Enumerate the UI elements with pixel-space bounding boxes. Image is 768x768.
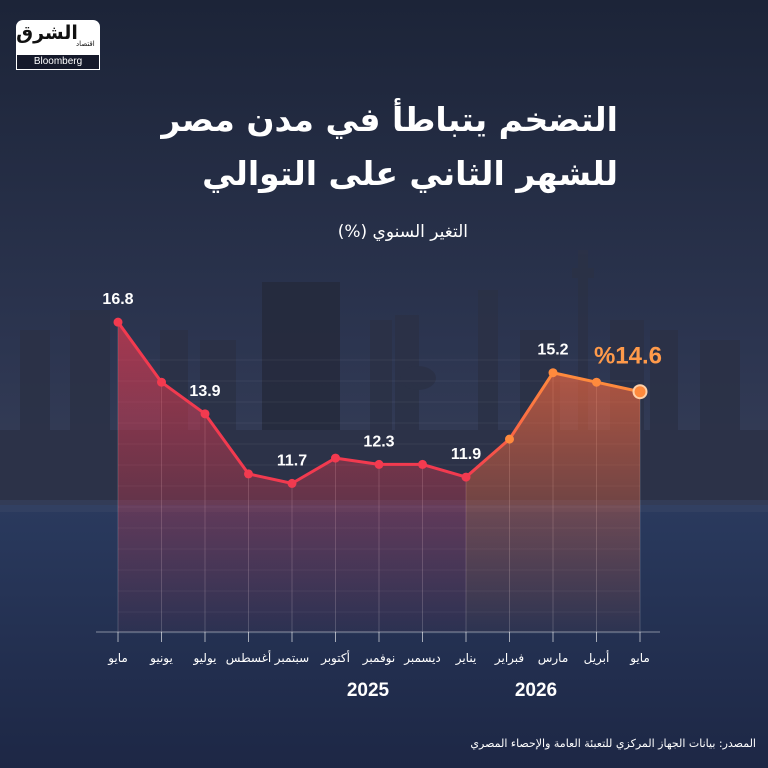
x-tick-label: مايو <box>107 651 128 666</box>
data-label: 12.3 <box>363 433 394 450</box>
x-tick-label: مارس <box>538 651 569 666</box>
data-label: 13.9 <box>189 383 220 400</box>
highlight-data-label: %14.6 <box>594 343 662 370</box>
x-tick-label: يونيو <box>149 651 173 666</box>
data-point <box>374 459 384 469</box>
data-point <box>157 377 166 387</box>
data-point <box>548 368 558 378</box>
data-points <box>113 317 648 488</box>
logo-badge: الشرق اقتصاد <box>16 20 100 54</box>
x-tick-label: ديسمبر <box>403 651 441 666</box>
brand-logo: الشرق اقتصاد Bloomberg <box>16 20 100 70</box>
source-note: المصدر: بيانات الجهاز المركزي للتعبئة ال… <box>470 737 756 750</box>
area-2026 <box>466 372 640 632</box>
chart-subtitle: التغير السنوي (%) <box>337 222 468 242</box>
logo-partner: Bloomberg <box>16 54 100 70</box>
x-tick-label: فبراير <box>494 651 524 666</box>
data-point <box>418 459 427 469</box>
x-tick-label: يوليو <box>192 651 216 666</box>
x-tick-label: أبريل <box>584 650 610 666</box>
data-point <box>113 317 123 327</box>
data-label: 11.7 <box>277 452 307 469</box>
data-point <box>287 478 297 488</box>
logo-name: الشرق <box>16 22 78 44</box>
x-tick-label: أكتوبر <box>320 650 350 666</box>
x-tick-label: نوفمبر <box>362 651 395 666</box>
data-point <box>461 472 471 482</box>
data-point <box>331 453 340 463</box>
x-tick-label: يناير <box>455 651 477 666</box>
logo-sub: اقتصاد <box>76 40 95 48</box>
data-point <box>244 469 253 479</box>
title-line-1: التضخم يتباطأ في مدن مصر <box>161 100 618 139</box>
data-labels: 16.8 13.9 11.7 12.3 11.9 15.2 %14.6 <box>102 291 662 469</box>
data-point <box>632 384 648 400</box>
data-point <box>592 377 601 387</box>
x-axis: مايو يونيو يوليو أغسطس سبتمبر أكتوبر نوفمبر ديس… <box>96 631 660 666</box>
title-line-2: للشهر الثاني على التوالي <box>202 154 618 193</box>
x-tick-label: أغسطس <box>226 650 271 666</box>
data-label: 15.2 <box>537 342 568 359</box>
year-label-2025: 2025 <box>346 680 390 701</box>
x-tick-label: مايو <box>629 651 650 666</box>
x-tick-label: سبتمبر <box>274 651 309 666</box>
data-label: 11.9 <box>451 446 481 463</box>
year-label-2026: 2026 <box>514 680 558 701</box>
area-2025 <box>118 322 466 632</box>
data-point <box>200 409 210 419</box>
area-fill <box>118 322 640 632</box>
data-point <box>505 434 514 444</box>
data-label: 16.8 <box>102 291 133 308</box>
